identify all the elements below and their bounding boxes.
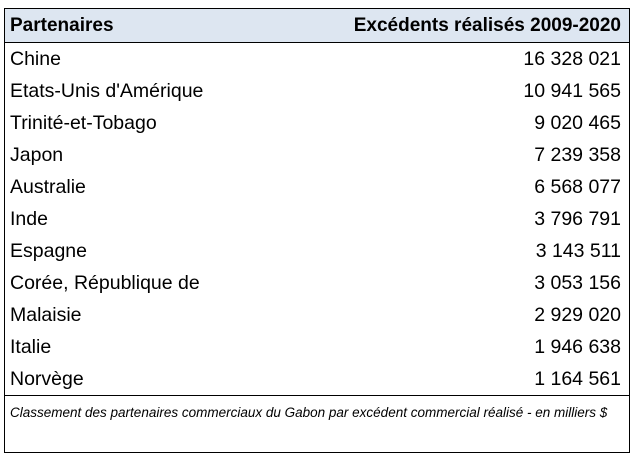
partner-name: Japon <box>10 144 64 166</box>
surplus-table: Partenaires Excédents réalisés 2009-2020… <box>5 9 629 395</box>
partner-name: Italie <box>10 336 52 358</box>
partner-name: Malaisie <box>10 304 82 326</box>
partner-name: Chine <box>10 48 61 70</box>
surplus-value: 3 053 156 <box>534 272 621 294</box>
table-row: Italie 1 946 638 <box>5 331 629 363</box>
column-header-surplus: Excédents réalisés 2009-2020 <box>305 9 629 43</box>
table-row: Inde 3 796 791 <box>5 203 629 235</box>
surplus-value: 7 239 358 <box>534 144 621 166</box>
partner-name: Etats-Unis d'Amérique <box>10 80 204 102</box>
table-header: Partenaires Excédents réalisés 2009-2020 <box>5 9 629 43</box>
partner-name: Inde <box>10 208 48 230</box>
table-frame: Partenaires Excédents réalisés 2009-2020… <box>4 8 630 453</box>
surplus-value: 16 328 021 <box>523 48 621 70</box>
table-row: Japon 7 239 358 <box>5 139 629 171</box>
table-row: Etats-Unis d'Amérique 10 941 565 <box>5 75 629 107</box>
surplus-value: 3 143 511 <box>535 240 621 262</box>
surplus-value: 6 568 077 <box>534 176 621 198</box>
surplus-value: 10 941 565 <box>523 80 621 102</box>
table-caption: Classement des partenaires commerciaux d… <box>5 395 629 452</box>
partner-name: Trinité-et-Tobago <box>10 112 157 134</box>
table-row: Chine 16 328 021 <box>5 43 629 76</box>
surplus-value: 1 946 638 <box>534 336 621 358</box>
table-row: Espagne 3 143 511 <box>5 235 629 267</box>
surplus-value: 2 929 020 <box>534 304 621 326</box>
table-row: Corée, République de 3 053 156 <box>5 267 629 299</box>
surplus-value: 9 020 465 <box>534 112 621 134</box>
table-row: Malaisie 2 929 020 <box>5 299 629 331</box>
table-row: Australie 6 568 077 <box>5 171 629 203</box>
header-row: Partenaires Excédents réalisés 2009-2020 <box>5 9 629 43</box>
table-body: Chine 16 328 021 Etats-Unis d'Amérique 10 9… <box>5 43 629 396</box>
partner-name: Corée, République de <box>10 272 200 294</box>
table-row: Norvège 1 164 561 <box>5 363 629 395</box>
table-row: Trinité-et-Tobago 9 020 465 <box>5 107 629 139</box>
surplus-value: 1 164 561 <box>534 368 621 390</box>
partner-name: Australie <box>10 176 86 198</box>
partner-name: Espagne <box>10 240 87 262</box>
surplus-value: 3 796 791 <box>534 208 621 230</box>
column-header-partners: Partenaires <box>5 9 305 43</box>
partner-name: Norvège <box>10 368 84 390</box>
